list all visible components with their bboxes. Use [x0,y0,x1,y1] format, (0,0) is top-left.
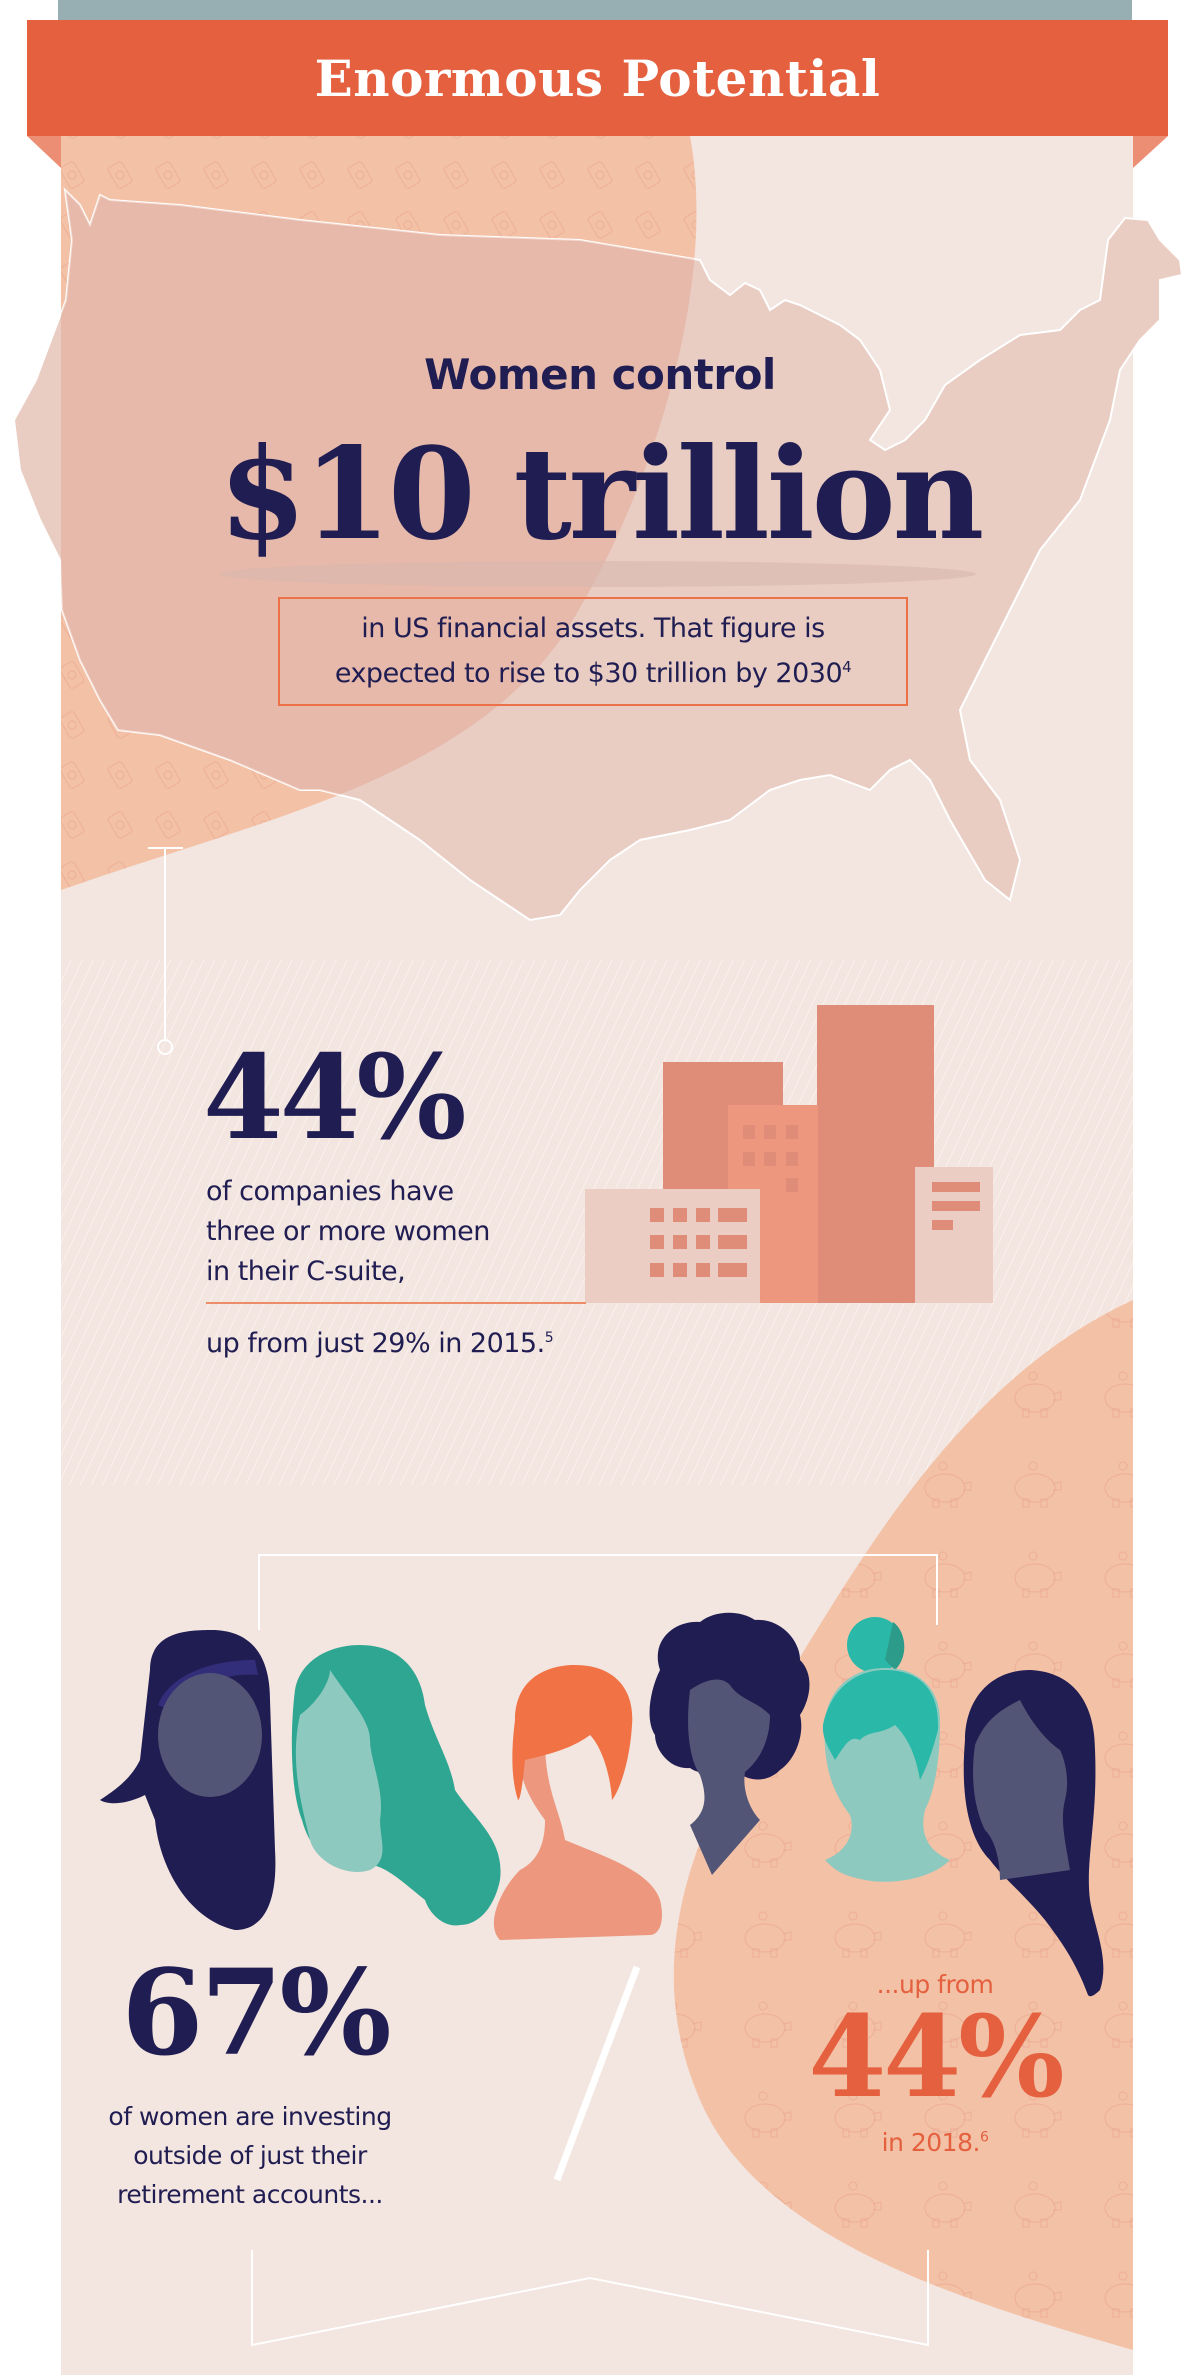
women-frame [251,1554,938,2347]
csuite-line3: in their C-suite, [206,1256,406,1287]
csuite-description: of companies have three or more women in… [206,1172,606,1292]
connector-line [148,847,183,1055]
investing-description: of women are investing outside of just t… [80,2097,420,2214]
top-strip [58,0,1132,22]
csuite-line2: three or more women [206,1216,490,1247]
investing-line3: retirement accounts... [117,2180,383,2209]
csuite-followup-text: up from just 29% in 2015. [206,1328,545,1359]
investing-line1: of women are investing [108,2102,392,2131]
city-buildings-icon [585,1005,993,1303]
page-title: Enormous Potential [314,48,881,108]
comparison-year: in 2018.6 [800,2128,1070,2157]
assets-lead: Women control [424,350,776,399]
woman-short-hair-icon [493,1665,662,1940]
woman-curly-hair-icon [649,1612,810,1875]
footnote-6: 6 [979,2129,989,2146]
csuite-line1: of companies have [206,1176,454,1207]
csuite-divider [206,1302,586,1304]
woman-wavy-hair-icon [291,1645,501,1926]
investing-stat: 67% [121,1943,391,2082]
assets-detail-line2-wrap: expected to rise to $30 trillion by 2030… [334,648,852,693]
woman-hijab-icon [100,1630,276,1930]
comparison-year-text: in 2018. [881,2128,981,2157]
woman-bun-hair-icon [822,1617,950,1882]
assets-detail-box: in US financial assets. That figure is e… [278,597,908,706]
csuite-stat: 44% [203,1030,467,1166]
us-map-icon [12,187,1184,922]
csuite-followup: up from just 29% in 2015.5 [206,1318,554,1364]
assets-detail-line1: in US financial assets. That figure is [361,613,825,644]
comparison-lead: ...up from [876,1970,994,1999]
footnote-5: 5 [544,1330,554,1346]
footnote-4: 4 [842,658,852,676]
assets-amount: $10 trillion [218,420,985,568]
woman-long-hair-icon [963,1670,1104,1997]
title-ribbon: Enormous Potential [27,20,1168,136]
women-silhouettes-icon [100,1612,1104,1997]
investing-line2: outside of just their [133,2141,367,2170]
comparison-stat: 44% [808,1992,1064,2123]
assets-detail-line2: expected to rise to $30 trillion by 2030 [334,658,843,689]
